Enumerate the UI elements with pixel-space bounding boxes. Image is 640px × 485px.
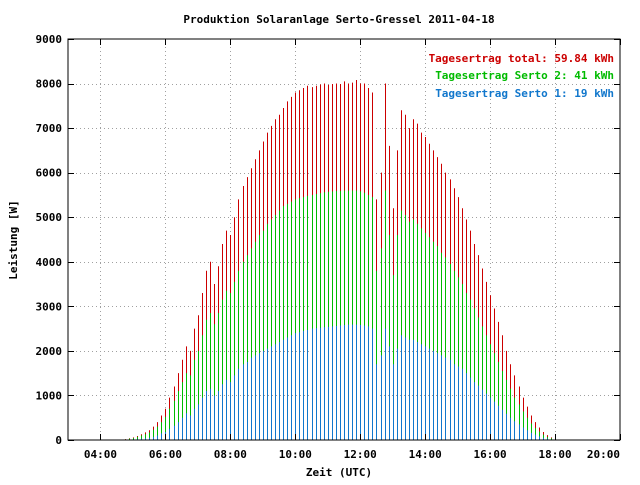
- legend-serto1: Tagesertrag Serto 1: 19 kWh: [435, 87, 614, 100]
- y-tick-label: 8000: [36, 78, 63, 91]
- y-tick-label: 5000: [36, 211, 63, 224]
- x-tick-label: 10:00: [279, 448, 312, 461]
- y-tick-label: 3000: [36, 300, 63, 313]
- axis-ticks: [68, 39, 621, 441]
- x-tick-label: 06:00: [149, 448, 182, 461]
- legend-serto2: Tagesertrag Serto 2: 41 kWh: [435, 69, 614, 82]
- x-tick-label: 16:00: [474, 448, 507, 461]
- bars-serto1: [125, 324, 556, 440]
- y-tick-label: 9000: [36, 33, 63, 46]
- x-axis-label: Zeit (UTC): [306, 466, 372, 479]
- plot-frame: [67, 38, 621, 441]
- x-tick-label: 08:00: [214, 448, 247, 461]
- x-tick-label: 04:00: [84, 448, 117, 461]
- x-tick-label: 18:00: [538, 448, 571, 461]
- y-tick-label: 4000: [36, 256, 63, 269]
- legend-total: Tagesertrag total: 59.84 kWh: [429, 52, 614, 65]
- x-tick-label: 14:00: [409, 448, 442, 461]
- y-tick-label: 7000: [36, 122, 63, 135]
- chart-title: Produktion Solaranlage Serto-Gressel 201…: [183, 13, 494, 26]
- legend: Tagesertrag total: 59.84 kWh Tagesertrag…: [429, 52, 614, 100]
- y-axis-label: Leistung [W]: [7, 200, 20, 279]
- y-tick-label: 2000: [36, 345, 63, 358]
- y-tick-label: 6000: [36, 167, 63, 180]
- x-axis-tick-labels: 04:00 06:00 08:00 10:00 12:00 14:00 16:00 18:00…: [84, 448, 620, 461]
- x-tick-label: 20:00: [587, 448, 620, 461]
- y-axis-tick-labels: 0 1000 2000 3000 4000 5000 6000 7000 8000 9000: [36, 33, 63, 447]
- y-tick-label: 1000: [36, 389, 63, 402]
- y-tick-label: 0: [55, 434, 62, 447]
- x-tick-label: 12:00: [344, 448, 377, 461]
